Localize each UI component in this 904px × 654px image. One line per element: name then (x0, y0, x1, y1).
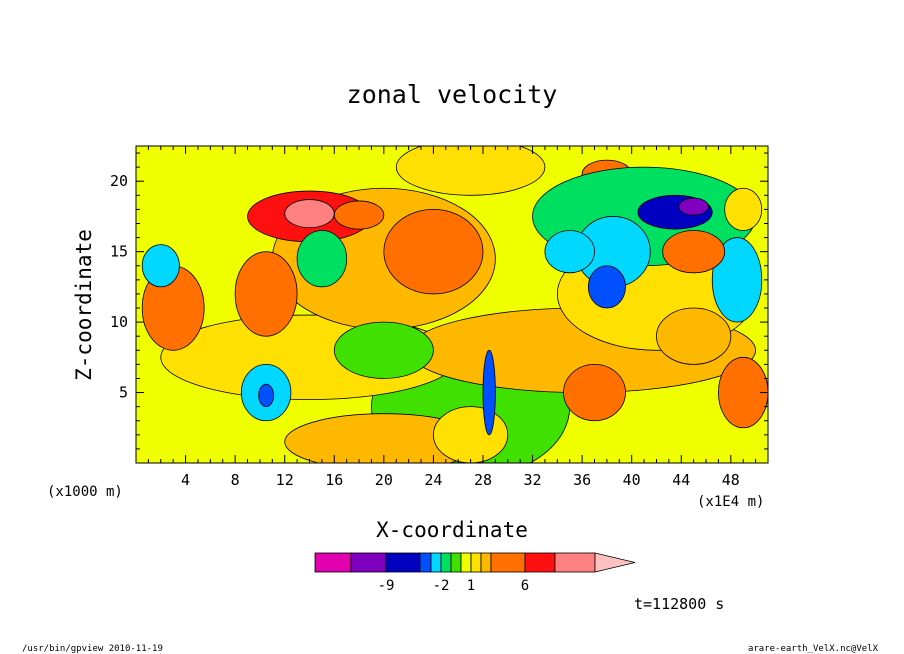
colorbar-segment (480, 552, 492, 573)
y-tick-label: 15 (110, 243, 128, 261)
contour-region-20 (711, 237, 763, 323)
colorbar-segment (470, 552, 482, 573)
x-tick-label: 4 (181, 471, 190, 489)
x-tick-label: 8 (231, 471, 240, 489)
contour-region-27 (433, 406, 509, 463)
contour-region-9 (333, 200, 385, 230)
colorbar-segment (490, 552, 526, 573)
contour-region-25 (563, 363, 626, 422)
plot-frame (135, 145, 769, 464)
colorbar-ticks: -9 -2 1 6 (378, 578, 530, 594)
contour-region-28 (482, 349, 496, 436)
x-axis-ticks: 4 8 12 16 20 24 28 32 36 40 44 48 (147, 146, 757, 489)
y-tick-label: 20 (110, 172, 128, 190)
footer-file: arare-earth_VelX.nc@VelX (748, 644, 879, 654)
colorbar-tick-label: 1 (467, 578, 475, 594)
contour-region-31 (656, 307, 732, 365)
colorbar-segment (450, 552, 462, 573)
colorbar-segment (430, 552, 442, 573)
y-unit-label: (x1000 m) (47, 484, 123, 500)
contour-region-10 (234, 251, 298, 337)
colorbar-tick-label: -2 (433, 578, 450, 594)
y-axis-label: Z-coordinate (72, 229, 96, 381)
colorbar (314, 552, 636, 573)
contour-region-21 (662, 230, 726, 274)
colorbar-segment (385, 552, 421, 573)
contour-region-30 (141, 244, 180, 288)
x-tick-label: 48 (722, 471, 740, 489)
y-axis-ticks: 5 10 15 20 (110, 152, 768, 450)
colorbar-segment (314, 552, 352, 573)
chart-title: zonal velocity (347, 80, 558, 109)
contour-region-26 (718, 356, 768, 429)
contour-region-11 (296, 230, 348, 288)
colorbar-segment (350, 552, 387, 573)
contour-region-18 (587, 265, 626, 309)
colorbar-segment (554, 552, 596, 573)
contour-region-12 (395, 146, 546, 196)
colorbar-segment (460, 552, 472, 573)
x-unit-label: (x1E4 m) (697, 494, 764, 510)
contour-region-16 (678, 197, 709, 216)
heatmap-field (136, 146, 768, 463)
colorbar-tick-label: 6 (521, 578, 529, 594)
x-tick-label: 40 (623, 471, 641, 489)
contour-region-24 (258, 383, 274, 408)
colorbar-segment (524, 552, 556, 573)
time-label: t=112800 s (634, 595, 724, 613)
contour-region-32 (333, 321, 434, 379)
x-tick-label: 36 (573, 471, 591, 489)
colorbar-tick-label: -9 (378, 578, 395, 594)
colorbar-extension-arrow (594, 552, 636, 573)
x-axis-label: X-coordinate (376, 518, 528, 542)
contour-region-22 (724, 187, 763, 231)
x-tick-label: 32 (524, 471, 542, 489)
y-tick-label: 5 (119, 384, 128, 402)
colorbar-segment (419, 552, 432, 573)
x-tick-label: 16 (325, 471, 343, 489)
x-tick-label: 28 (474, 471, 492, 489)
y-tick-label: 10 (110, 313, 128, 331)
contour-region-19 (544, 230, 595, 274)
x-tick-label: 20 (375, 471, 393, 489)
x-tick-label: 44 (672, 471, 690, 489)
footer-program: /usr/bin/gpview 2010-11-19 (22, 644, 163, 654)
colorbar-segment (440, 552, 452, 573)
contour-region-8 (284, 199, 335, 229)
x-tick-label: 24 (424, 471, 442, 489)
x-tick-label: 12 (276, 471, 294, 489)
contour-region-6 (383, 209, 484, 295)
